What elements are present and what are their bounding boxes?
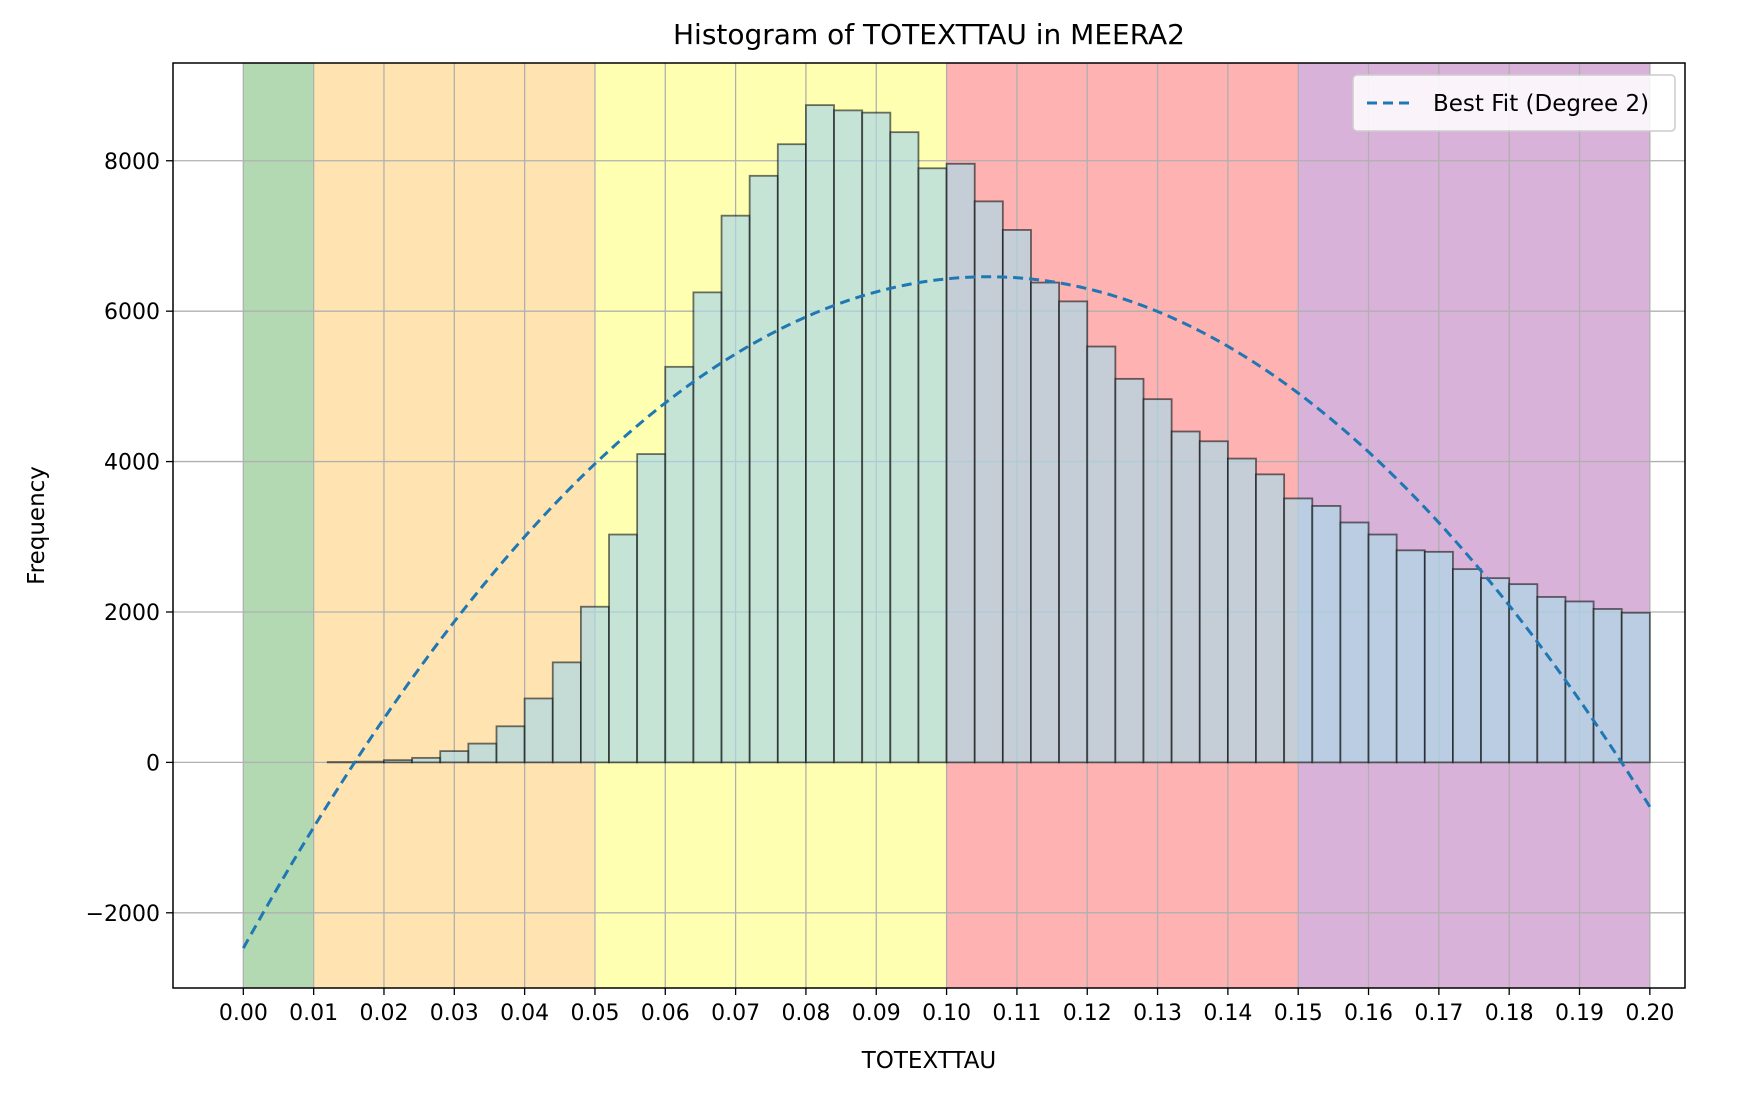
bar-42 [1423,550,1454,764]
x-tick-label-7: 0.07 [711,1001,760,1026]
bar-23 [889,131,920,764]
x-tick-label-6: 0.06 [641,1001,690,1026]
x-tick-label-3: 0.03 [430,1001,479,1026]
x-tick-label-9: 0.09 [852,1001,901,1026]
bar-24 [917,167,948,764]
bar-6 [411,756,442,764]
bar-12 [579,605,610,764]
bar-37 [1283,497,1314,764]
x-tick-label-4: 0.04 [500,1001,549,1026]
bar-32 [1142,398,1173,764]
bar-26 [973,200,1004,764]
bar-11 [551,661,582,764]
bar-10 [523,697,554,764]
x-tick-label-8: 0.08 [781,1001,830,1026]
y-tick-label-0: −2000 [86,902,160,927]
bar-21 [833,109,864,764]
y-tick-label-1: 0 [146,751,160,776]
bar-22 [861,111,892,764]
histogram-bars [326,104,1651,764]
y-tick-labels: −2000 0 2000 4000 6000 8000 [86,150,160,927]
x-tick-label-1: 0.01 [289,1001,338,1026]
bar-14 [636,453,667,764]
bar-38 [1311,505,1342,764]
bar-27 [1001,229,1032,764]
y-tick-label-3: 4000 [104,451,160,476]
axes-frame [172,62,1686,989]
bar-48 [1592,608,1623,764]
bar-18 [748,174,779,764]
y-tick-label-5: 8000 [104,150,160,175]
x-tick-label-15: 0.15 [1274,1001,1323,1026]
bar-8 [467,742,498,764]
chart-title: Histogram of TOTEXTTAU in MEERA2 [673,18,1185,51]
x-tick-label-13: 0.13 [1133,1001,1182,1026]
bar-39 [1339,521,1370,764]
x-tick-label-14: 0.14 [1203,1001,1252,1026]
bar-13 [608,533,639,764]
bar-9 [495,725,526,764]
band-0 [243,63,314,988]
bar-45 [1508,583,1539,764]
bar-30 [1086,345,1117,764]
y-tick-label-4: 6000 [104,300,160,325]
bar-17 [720,214,751,764]
bar-7 [439,750,470,764]
bar-43 [1452,568,1482,764]
x-tick-label-18: 0.18 [1485,1001,1534,1026]
y-tick-label-2: 2000 [104,601,160,626]
x-tick-label-16: 0.16 [1344,1001,1393,1026]
bar-46 [1536,596,1567,764]
x-tick-label-5: 0.05 [570,1001,619,1026]
bar-19 [776,143,807,764]
axis-ticks [166,160,1651,995]
bar-16 [692,291,723,764]
legend-label-best-fit: Best Fit (Degree 2) [1433,91,1649,117]
bar-25 [945,162,976,764]
bar-5 [383,759,414,764]
x-tick-label-0: 0.00 [219,1001,268,1026]
bar-41 [1395,549,1426,764]
bar-31 [1114,377,1145,764]
bar-35 [1226,457,1257,764]
bar-44 [1480,577,1511,764]
x-tick-label-10: 0.10 [922,1001,971,1026]
bar-36 [1255,473,1286,764]
bar-4 [354,760,385,764]
x-tick-label-19: 0.19 [1555,1001,1604,1026]
x-tick-label-17: 0.17 [1414,1001,1463,1026]
x-tick-label-11: 0.11 [992,1001,1041,1026]
bar-40 [1367,533,1398,764]
x-tick-labels: 0.00 0.01 0.02 0.03 0.04 0.05 0.06 0.07 0.08 0.09… [219,1001,1674,1026]
bar-15 [664,365,695,764]
x-axis-label: TOTEXTTAU [861,1048,997,1074]
bar-33 [1170,430,1201,764]
x-tick-label-20: 0.20 [1625,1001,1674,1026]
x-tick-label-12: 0.12 [1063,1001,1112,1026]
bar-29 [1058,300,1089,764]
bar-20 [805,104,835,764]
best-fit-curve [242,275,1652,949]
bar-49 [1620,611,1651,764]
x-tick-label-2: 0.02 [359,1001,408,1026]
bar-47 [1564,600,1595,764]
legend-box [1352,74,1676,132]
y-axis-label: Frequency [24,466,50,585]
legend: Best Fit (Degree 2) [1352,74,1676,132]
bar-28 [1030,281,1061,764]
bar-34 [1198,440,1229,764]
